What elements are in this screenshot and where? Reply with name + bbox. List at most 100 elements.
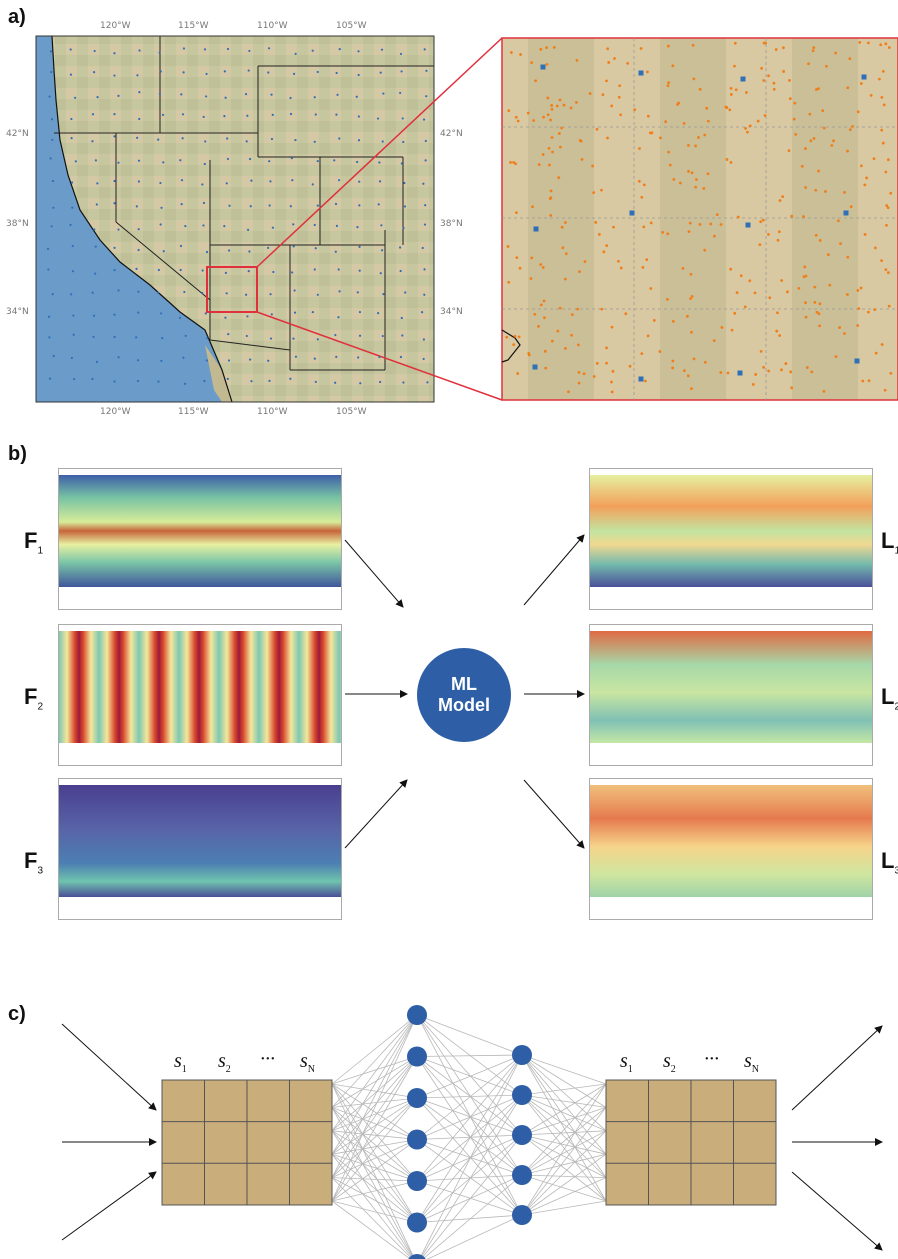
station-dot [313, 96, 316, 99]
station-dot [291, 179, 294, 182]
nn-edge [521, 1134, 607, 1178]
station-dot [226, 47, 230, 51]
station-square [854, 358, 860, 364]
observation-dot [865, 176, 868, 180]
left-grid-label-dots: ··· [260, 1048, 275, 1070]
station-dot [137, 180, 141, 183]
observation-dot [687, 230, 691, 233]
nn-edge [331, 1056, 418, 1202]
lon-tick-top-2: 115°W [178, 21, 209, 31]
hidden-node-layer2 [512, 1085, 532, 1105]
observation-dot [880, 128, 884, 132]
observation-dot [557, 132, 561, 135]
observation-dot [753, 291, 757, 295]
nn-edge [331, 1153, 418, 1182]
station-dot [268, 160, 271, 163]
station-dot [70, 356, 73, 359]
observation-dot [822, 389, 826, 393]
nn-edge [416, 1139, 523, 1176]
observation-dot [789, 370, 793, 374]
station-square [540, 64, 546, 70]
station-square [638, 70, 644, 76]
observation-dot [543, 349, 547, 353]
arrow-model-to-l1 [523, 534, 585, 606]
ml-model-node: ML Model [417, 648, 511, 742]
map-frame [35, 35, 435, 403]
observation-dot [646, 70, 649, 74]
station-dot [72, 333, 75, 336]
station-dot [161, 113, 165, 116]
station-dot [50, 70, 53, 74]
observation-dot [821, 109, 825, 113]
observation-dot [642, 183, 646, 187]
observation-dot [706, 119, 710, 123]
observation-dot [858, 40, 862, 44]
station-dot [205, 359, 208, 362]
station-dot [201, 183, 204, 186]
station-dot [135, 336, 138, 339]
station-dot [157, 268, 160, 272]
input-arrow-top [61, 1023, 157, 1111]
station-dot [49, 50, 53, 53]
observation-dot [577, 343, 580, 347]
observation-dot [772, 81, 776, 85]
station-dot [227, 359, 231, 362]
observation-dot [836, 219, 840, 223]
observation-dot [709, 222, 713, 226]
station-dot [403, 205, 407, 208]
nn-edge [521, 1054, 607, 1202]
observation-dot [736, 215, 740, 219]
observation-dot [539, 47, 543, 51]
nn-edge [331, 1014, 418, 1155]
station-dot [379, 71, 382, 74]
observation-dot [567, 390, 570, 394]
station-dot [181, 137, 184, 140]
observation-dot [780, 279, 784, 282]
station-dot [158, 93, 162, 96]
observation-dot [546, 96, 550, 100]
observation-dot [666, 298, 669, 301]
observation-dot [689, 272, 693, 276]
observation-dot [812, 136, 816, 140]
observation-dot [686, 374, 690, 378]
observation-dot [591, 164, 595, 168]
nn-edge [416, 1014, 523, 1176]
station-dot [421, 246, 424, 250]
observation-dot [550, 339, 554, 343]
observation-dot [510, 51, 513, 54]
nn-edge [416, 1094, 523, 1099]
observation-dot [578, 270, 581, 274]
nn-edge [416, 1139, 523, 1216]
station-dot [313, 357, 316, 360]
station-dot [159, 223, 162, 226]
station-dot [204, 140, 207, 143]
observation-dot [839, 242, 842, 246]
observation-dot [702, 187, 706, 190]
nn-edge [331, 1083, 418, 1099]
station-dot [180, 203, 183, 206]
hidden-node-layer2 [512, 1165, 532, 1185]
hidden-node-layer1 [407, 1212, 427, 1233]
observation-dot [867, 379, 871, 383]
nn-edge [331, 1107, 418, 1182]
observation-dot [889, 191, 893, 195]
station-dot [245, 334, 248, 338]
observation-dot [605, 244, 609, 248]
observation-dot [762, 79, 766, 82]
zoom-line-top [256, 37, 503, 268]
station-dot [157, 138, 160, 141]
observation-dot [682, 369, 686, 372]
station-dot [245, 293, 248, 296]
station-dot [248, 49, 251, 53]
left-grid [161, 1079, 333, 1206]
station-dot [69, 48, 72, 51]
observation-dot [612, 225, 615, 229]
observation-dot [768, 296, 772, 300]
observation-dot [772, 87, 776, 91]
nn-edge [416, 1180, 523, 1216]
nn-edge [521, 1134, 607, 1202]
station-dot [357, 356, 360, 359]
observation-dot [787, 149, 791, 153]
observation-dot [668, 163, 672, 167]
station-dot [70, 117, 73, 121]
